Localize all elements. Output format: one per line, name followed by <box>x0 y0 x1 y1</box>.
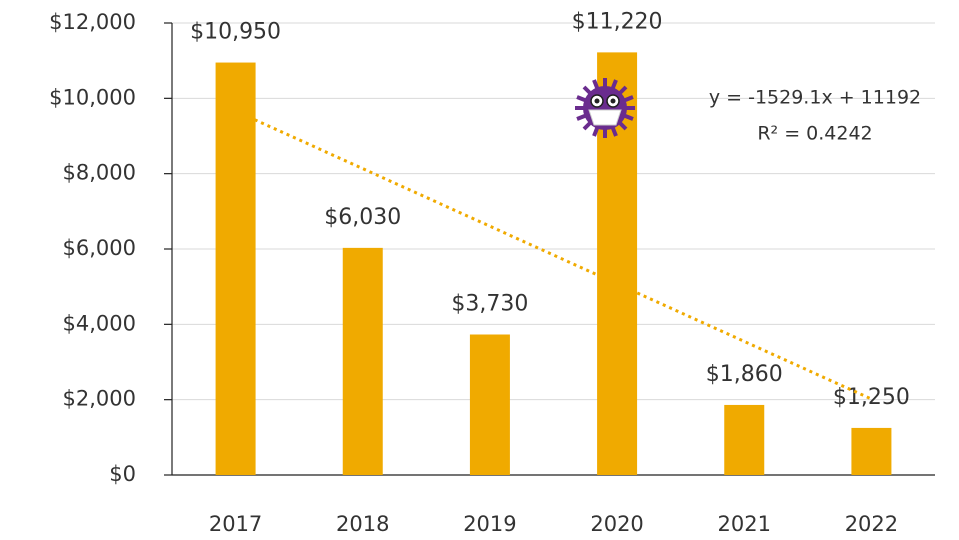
x-tick-label: 2020 <box>590 512 643 536</box>
trendline-r2: R² = 0.4242 <box>757 123 872 145</box>
data-label: $6,030 <box>324 205 401 230</box>
x-tick-label: 2021 <box>718 512 771 536</box>
bar <box>215 62 256 476</box>
data-label: $10,950 <box>190 20 281 45</box>
data-label: $1,250 <box>833 385 910 410</box>
y-tick-label: $12,000 <box>49 10 136 34</box>
x-tick-label: 2019 <box>463 512 516 536</box>
data-label: $11,220 <box>572 9 663 34</box>
y-tick-label: $0 <box>109 462 136 486</box>
y-tick-label: $2,000 <box>63 387 136 411</box>
bar <box>342 247 383 475</box>
x-tick-label: 2018 <box>336 512 389 536</box>
trendline <box>234 109 873 401</box>
x-tick-label: 2022 <box>845 512 898 536</box>
y-tick-label: $4,000 <box>63 311 136 335</box>
data-label: $1,860 <box>706 362 783 387</box>
trendline-equation: y = -1529.1x + 11192 <box>709 87 921 109</box>
virus-icon <box>575 78 635 138</box>
bar <box>851 427 892 475</box>
bar <box>469 334 510 475</box>
y-tick-label: $8,000 <box>63 161 136 185</box>
x-tick-label: 2017 <box>209 512 262 536</box>
bar <box>724 404 765 475</box>
y-tick-label: $6,000 <box>63 236 136 260</box>
data-label: $3,730 <box>451 292 528 317</box>
y-tick-label: $10,000 <box>49 85 136 109</box>
